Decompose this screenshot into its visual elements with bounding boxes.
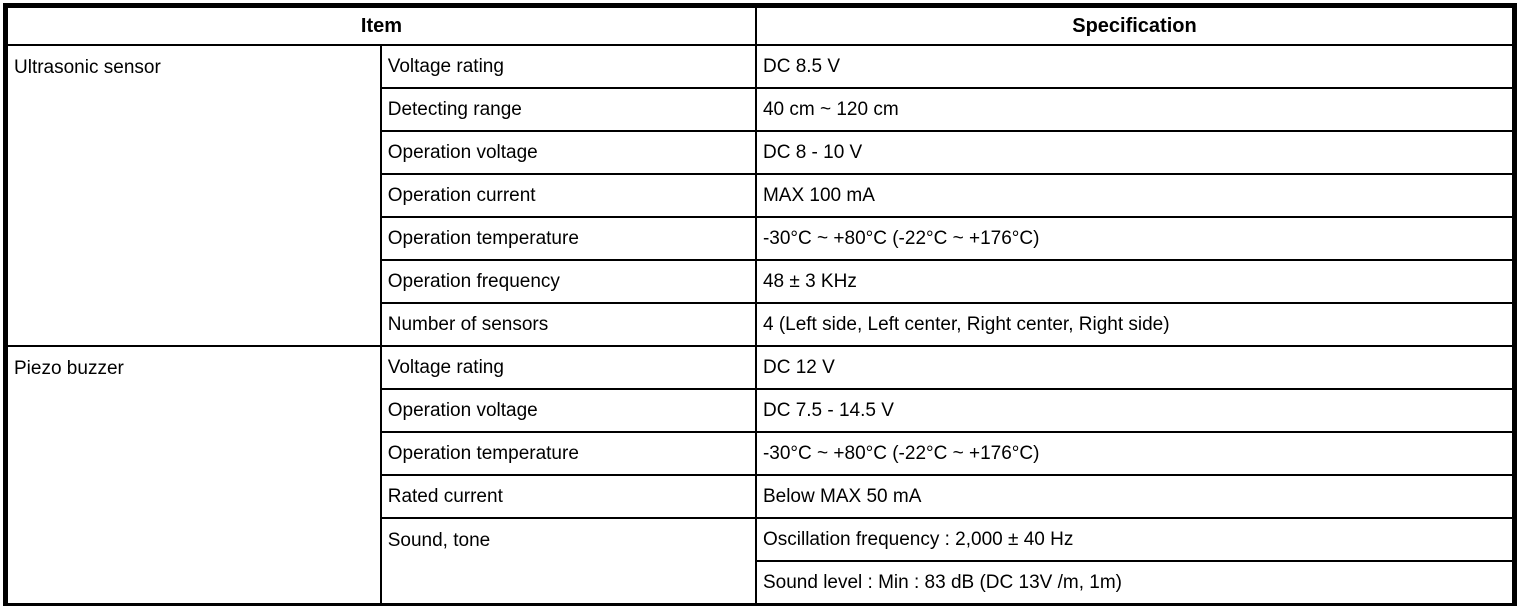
item-cell-sound-tone: Sound, tone bbox=[379, 517, 757, 606]
specification-table: Item Specification Ultrasonic sensor Vol… bbox=[3, 3, 1517, 606]
table-row: Number of sensors 4 (Left side, Left cen… bbox=[6, 302, 1516, 347]
spec-cell: -30°C ~ +80°C (-22°C ~ +176°C) bbox=[754, 216, 1516, 261]
item-cell: Rated current bbox=[379, 474, 757, 519]
item-cell: Operation voltage bbox=[379, 130, 757, 175]
table-row: Operation frequency 48 ± 3 KHz bbox=[6, 259, 1516, 304]
item-cell: Voltage rating bbox=[379, 44, 757, 89]
header-item: Item bbox=[4, 4, 757, 46]
item-cell: Operation voltage bbox=[379, 388, 757, 433]
table-row: Operation current MAX 100 mA bbox=[6, 173, 1516, 218]
spec-cell: DC 7.5 - 14.5 V bbox=[754, 388, 1516, 433]
table-row: Sound level : Min : 83 dB (DC 13V /m, 1m… bbox=[6, 560, 1516, 606]
table-row: Operation voltage DC 8 - 10 V bbox=[6, 130, 1516, 175]
spec-cell: DC 12 V bbox=[754, 345, 1516, 390]
table-row: Operation temperature -30°C ~ +80°C (-22… bbox=[6, 216, 1516, 261]
spec-cell: Below MAX 50 mA bbox=[754, 474, 1516, 519]
spec-cell: Oscillation frequency : 2,000 ± 40 Hz bbox=[754, 517, 1516, 562]
table-row: Ultrasonic sensor Voltage rating DC 8.5 … bbox=[4, 44, 1516, 347]
item-cell: Operation temperature bbox=[379, 431, 757, 476]
table-row: Sound, tone Oscillation frequency : 2,00… bbox=[6, 517, 1516, 606]
spec-cell: Sound level : Min : 83 dB (DC 13V /m, 1m… bbox=[754, 560, 1516, 606]
item-cell: Number of sensors bbox=[379, 302, 757, 347]
spec-cell: 40 cm ~ 120 cm bbox=[754, 87, 1516, 132]
item-cell: Operation frequency bbox=[379, 259, 757, 304]
table-row: Operation voltage DC 7.5 - 14.5 V bbox=[6, 388, 1516, 433]
spec-cell: DC 8.5 V bbox=[754, 44, 1516, 89]
spec-cell: MAX 100 mA bbox=[754, 173, 1516, 218]
item-cell: Voltage rating bbox=[379, 345, 757, 390]
table-row: Rated current Below MAX 50 mA bbox=[6, 474, 1516, 519]
item-cell: Detecting range bbox=[379, 87, 757, 132]
header-row: Item Specification bbox=[4, 4, 1516, 46]
spec-cell: -30°C ~ +80°C (-22°C ~ +176°C) bbox=[754, 431, 1516, 476]
group-cell-piezo-buzzer: Piezo buzzer bbox=[4, 345, 382, 606]
table-row: Operation temperature -30°C ~ +80°C (-22… bbox=[6, 431, 1516, 476]
item-cell: Operation current bbox=[379, 173, 757, 218]
header-specification: Specification bbox=[754, 4, 1516, 46]
spec-cell: 4 (Left side, Left center, Right center,… bbox=[754, 302, 1516, 347]
spec-cell: 48 ± 3 KHz bbox=[754, 259, 1516, 304]
table-row: Detecting range 40 cm ~ 120 cm bbox=[6, 87, 1516, 132]
group-cell-ultrasonic-sensor: Ultrasonic sensor bbox=[4, 44, 382, 347]
spec-cell: DC 8 - 10 V bbox=[754, 130, 1516, 175]
item-cell: Operation temperature bbox=[379, 216, 757, 261]
table-row: Piezo buzzer Voltage rating DC 12 V bbox=[4, 345, 1516, 606]
